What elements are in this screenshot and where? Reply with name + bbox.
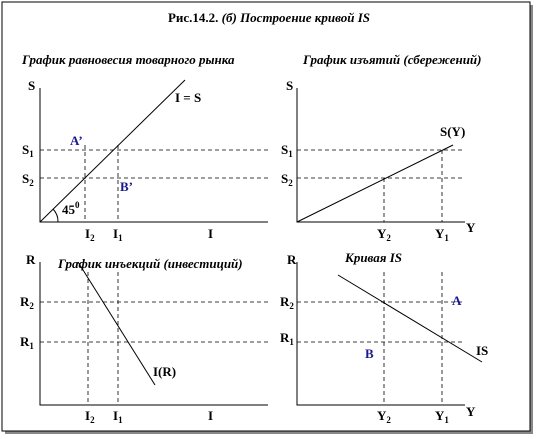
angle-value: 45: [62, 202, 76, 217]
tick-main: S: [281, 142, 288, 157]
y-tick-label: S1: [22, 142, 34, 159]
y-tick-label: S1: [281, 142, 293, 159]
tick-sub: 1: [29, 149, 34, 159]
tick-main: I: [85, 226, 90, 241]
angle-degree: 0: [75, 200, 80, 210]
tick-sub: 2: [90, 415, 95, 425]
line: [337, 274, 483, 363]
y-axis-label: R: [26, 252, 36, 267]
tick-main: S: [22, 142, 29, 157]
point-label: B’: [120, 179, 133, 194]
tick-sub: 2: [288, 178, 293, 188]
x-tick-label: Y2: [377, 408, 391, 425]
tick-main: S: [281, 171, 288, 186]
tick-sub: 2: [386, 415, 391, 425]
point-label: A’: [70, 133, 83, 148]
x-axis-label: I: [208, 226, 213, 241]
y-tick-label: R1: [280, 330, 294, 347]
tick-sub: 2: [289, 301, 294, 311]
figure-caption: (б) Построение кривой IS: [222, 10, 370, 25]
tick-main: S: [22, 171, 29, 186]
angle-arc: [52, 208, 59, 223]
panel-title: График инъекций (инвестиций): [57, 256, 243, 271]
tick-main: R: [20, 294, 30, 309]
tick-main: Y: [435, 226, 445, 241]
tick-sub: 1: [444, 233, 449, 243]
line-label: I(R): [153, 364, 176, 379]
x-tick-label: I2: [85, 408, 95, 425]
tick-sub: 1: [289, 337, 294, 347]
tick-sub: 2: [29, 178, 34, 188]
panel-title: Кривая IS: [344, 250, 402, 265]
tick-main: R: [280, 330, 290, 345]
x-tick-label: I1: [113, 226, 123, 243]
tick-main: Y: [377, 226, 387, 241]
panel-title: График изъятий (сбережений): [302, 52, 481, 67]
tick-sub: 2: [386, 233, 391, 243]
x-axis-label: Y: [466, 220, 476, 235]
tick-sub: 2: [90, 233, 95, 243]
x-tick-label: I2: [85, 226, 95, 243]
x-tick-label: Y1: [435, 226, 449, 243]
tick-sub: 1: [29, 341, 34, 351]
figure-number: Рис.14.2.: [168, 10, 218, 25]
line: [296, 144, 454, 223]
y-axis-label: R: [287, 252, 297, 267]
tick-main: Y: [435, 408, 445, 423]
axes: [39, 262, 268, 406]
tick-sub: 1: [118, 233, 123, 243]
figure-title: Рис.14.2. (б) Построение кривой IS: [168, 10, 370, 25]
y-tick-label: S2: [281, 171, 293, 188]
tick-main: R: [20, 334, 30, 349]
x-tick-label: I1: [113, 408, 123, 425]
line-label: IS: [476, 343, 488, 358]
line-label: S(Y): [440, 124, 465, 139]
y-axis-label: S: [286, 78, 293, 93]
line-label: I = S: [175, 90, 201, 105]
y-axis-label: S: [28, 78, 35, 93]
tick-sub: 1: [288, 149, 293, 159]
axes: [296, 262, 465, 406]
x-axis-label: I: [208, 408, 213, 423]
y-tick-label: R2: [20, 294, 34, 311]
tick-main: Y: [377, 408, 387, 423]
line: [39, 79, 186, 223]
angle-label: 450: [62, 200, 80, 217]
tick-sub: 1: [118, 415, 123, 425]
y-tick-label: R1: [20, 334, 34, 351]
point-label: B: [365, 346, 374, 361]
y-tick-label: R2: [280, 294, 294, 311]
point-label: A: [452, 293, 462, 308]
tick-main: I: [113, 226, 118, 241]
y-tick-label: S2: [22, 171, 34, 188]
x-tick-label: Y1: [435, 408, 449, 425]
panel-title: График равновесия товарного рынка: [21, 52, 235, 67]
tick-sub: 1: [444, 415, 449, 425]
x-axis-label: Y: [466, 404, 476, 419]
x-tick-label: Y2: [377, 226, 391, 243]
tick-main: R: [280, 294, 290, 309]
tick-main: I: [85, 408, 90, 423]
tick-main: I: [113, 408, 118, 423]
tick-sub: 2: [29, 301, 34, 311]
line: [77, 261, 156, 386]
